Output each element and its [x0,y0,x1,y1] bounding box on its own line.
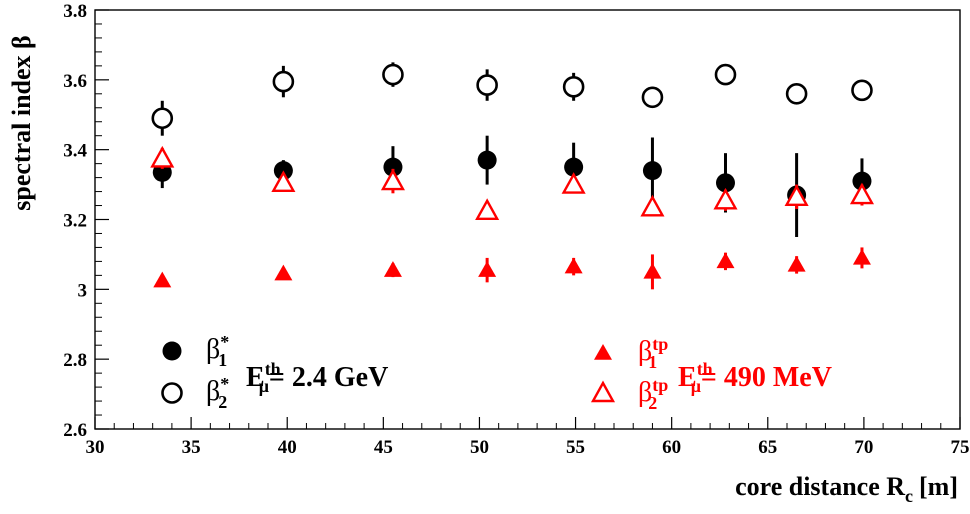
x-axis-title-sub: c [905,486,913,506]
axis-ticks-group [94,9,961,430]
legend-marker [162,341,182,361]
x-tick-label: 45 [374,437,393,458]
series-1 [152,135,872,237]
legend-label-symbol: β [206,376,220,407]
data-point [849,182,875,205]
data-point [382,63,404,86]
legend-threshold-symbol: E [246,362,265,393]
data-point [640,194,665,217]
data-point [272,70,295,93]
y-tick-label: 3.6 [63,71,87,92]
x-tick-label: 40 [278,437,297,458]
data-point [641,86,664,109]
data-point [478,261,497,277]
data-point [715,173,735,193]
legend-label-sub: 1 [648,352,657,372]
x-tick-label: 35 [182,437,201,458]
y-tick-label: 3.4 [63,141,87,162]
legend-threshold-sub: μ [691,376,701,396]
x-axis-title: core distance Rc [m] [735,472,958,506]
series-4 [150,145,875,220]
y-tick-label: 3.2 [63,211,87,232]
legend-threshold-symbol: E [678,362,697,393]
legend-threshold-sup: th [265,359,281,379]
data-point [852,248,871,265]
legend-label-symbol: β [206,334,220,365]
data-point [716,252,735,269]
x-axis-title-unit: [m] [919,472,958,501]
y-tick-label: 2.8 [63,350,87,371]
data-point [476,74,498,96]
legend-label-symbol: β [638,336,652,367]
data-point [561,172,586,194]
x-axis-title-main: core distance R [735,472,905,501]
legend-label: βtp 2 [638,375,668,413]
tick-labels-group: 30 35 40 45 50 55 60 65 70 75 2.6 2.8 3 3.2 3.4 3.6 3.8 [63,1,969,458]
x-tick-label: 60 [662,437,681,458]
data-point [851,79,873,102]
data-point [852,171,872,191]
legend-label: β* 2 [206,374,229,412]
data-point [787,255,806,272]
data-point [713,187,738,210]
legend-marker [594,344,612,360]
legend-threshold-sub: μ [259,376,269,396]
legend-label-sup: * [220,374,229,394]
data-point [274,264,293,281]
legend-label-symbol: β [638,377,652,408]
data-point [383,157,403,177]
data-point [150,145,175,168]
legend-label-sub: 2 [218,392,227,412]
data-point [562,76,585,98]
data-point [785,83,808,105]
data-point [152,162,172,182]
y-axis-title: spectral index β [7,35,36,210]
x-tick-label: 65 [758,437,777,458]
legend-label-sup: tp [652,375,668,395]
data-marks-group [150,62,875,290]
legend-label-sup: tp [652,334,668,354]
data-point [784,184,809,207]
legend-label: βtp 1 [638,334,668,372]
series-2 [151,62,873,136]
legend-marker [161,382,183,404]
y-tick-label: 3 [78,280,88,301]
y-tick-label: 2.6 [63,420,87,441]
data-point [643,262,662,279]
legend-threshold: Eth μ= 490 MeV [678,359,832,396]
data-point [380,168,405,191]
data-point [153,271,172,288]
legend-threshold-sup: th [697,359,713,379]
data-point [475,198,500,220]
series-3 [153,247,871,290]
legend-threshold-value: = 2.4 GeV [269,362,388,393]
legend-label: β* 1 [206,332,229,370]
legend-marker [590,380,616,403]
data-point [477,150,497,170]
data-point [642,161,662,181]
legend-label-sup: * [220,332,229,352]
x-tick-label: 70 [854,437,873,458]
data-point [714,63,737,86]
data-point [151,107,174,130]
y-tick-label: 3.8 [63,1,87,22]
data-point [564,257,583,274]
legend-threshold-value: = 490 MeV [701,362,832,393]
legend-label-sub: 1 [218,350,227,370]
legend-label-sub: 2 [648,393,657,413]
x-tick-label: 55 [566,437,585,458]
data-point [383,261,402,277]
legend-threshold: Eth μ= 2.4 GeV [246,359,388,396]
data-point [564,157,584,177]
x-tick-label: 30 [86,437,105,458]
x-tick-label: 75 [951,437,970,458]
data-point [271,170,296,193]
x-tick-label: 50 [470,437,489,458]
